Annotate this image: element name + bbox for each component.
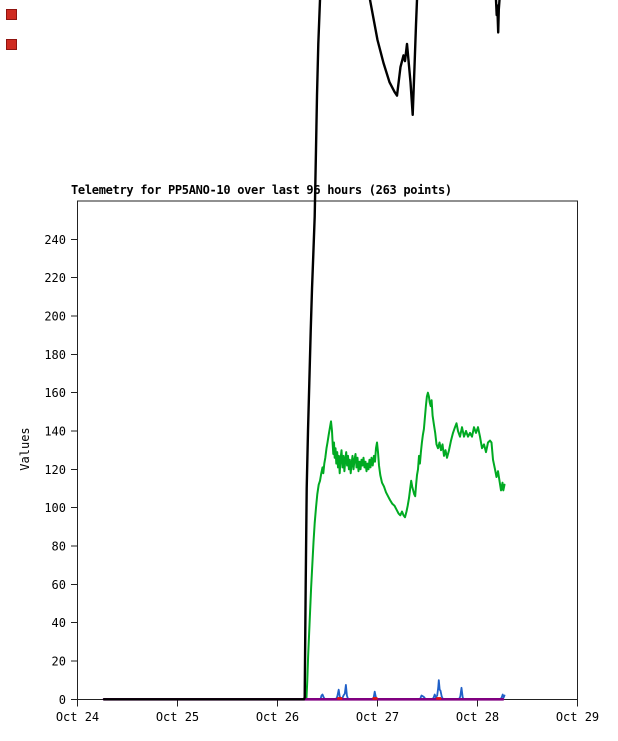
y-tick-label: 20	[52, 654, 66, 668]
x-tick-label: Oct 28	[456, 710, 499, 724]
y-tick-label: 160	[44, 386, 66, 400]
chart-title: Telemetry for PP5ANO-10 over last 96 hou…	[71, 183, 452, 197]
y-tick-label: 200	[44, 310, 66, 324]
series-channel-red	[337, 697, 343, 700]
x-tick-label: Oct 24	[56, 710, 99, 724]
y-tick-label: 180	[44, 348, 66, 362]
y-tick-label: 100	[44, 501, 66, 515]
series-channel-red	[436, 697, 442, 700]
y-tick-label: 0	[59, 693, 66, 707]
y-tick-label: 40	[52, 616, 66, 630]
x-tick-label: Oct 26	[256, 710, 299, 724]
y-tick-label: 220	[44, 271, 66, 285]
series-channel-blue	[103, 679, 506, 701]
x-tick-label: Oct 25	[156, 710, 199, 724]
red-square-icon	[6, 39, 17, 50]
series-channel-red	[372, 697, 378, 700]
series-channel-black	[102, 0, 501, 701]
series-channel-green	[305, 391, 506, 699]
y-tick-label: 60	[52, 578, 66, 592]
red-square-icon	[6, 9, 17, 20]
y-tick-label: 120	[44, 463, 66, 477]
y-tick-label: 140	[44, 424, 66, 438]
y-tick-label: 80	[52, 539, 66, 553]
x-tick-label: Oct 29	[556, 710, 599, 724]
plot-border	[77, 200, 578, 700]
x-tick-label: Oct 27	[356, 710, 399, 724]
y-tick-label: 240	[44, 233, 66, 247]
